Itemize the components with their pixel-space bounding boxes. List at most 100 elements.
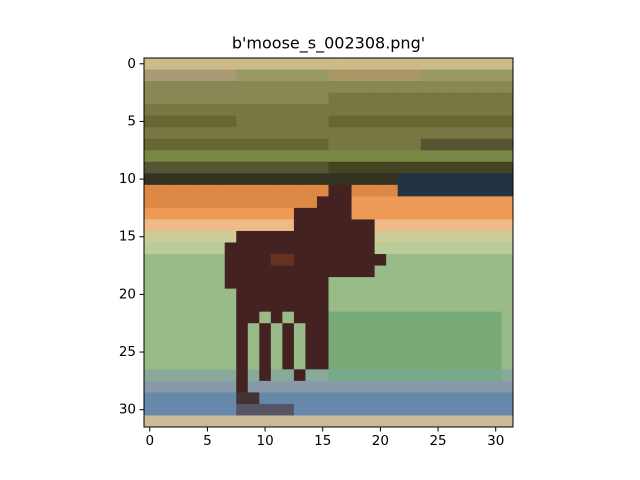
pixel <box>270 334 283 347</box>
pixel <box>305 265 318 278</box>
pixel <box>190 173 203 186</box>
pixel <box>328 242 341 255</box>
pixel <box>432 242 445 255</box>
pixel <box>328 92 341 105</box>
pixel <box>167 346 179 359</box>
pixel <box>432 311 445 324</box>
pixel <box>270 369 283 382</box>
pixel <box>224 323 237 336</box>
pixel <box>501 277 514 290</box>
pixel <box>293 173 306 186</box>
pixel <box>420 58 433 70</box>
pixel <box>167 311 179 324</box>
pixel <box>190 334 203 347</box>
pixel <box>432 69 445 82</box>
pixel <box>409 184 422 197</box>
y-tick-label: 5 <box>127 113 136 129</box>
pixel <box>363 207 376 220</box>
pixel <box>293 127 306 140</box>
pixel <box>443 392 456 405</box>
pixel <box>247 369 260 382</box>
pixel <box>270 184 283 197</box>
pixel <box>420 392 433 405</box>
pixel <box>316 173 329 186</box>
pixel <box>144 104 156 117</box>
pixel <box>247 127 260 140</box>
pixel <box>155 369 168 382</box>
pixel <box>167 161 179 174</box>
pixel <box>478 323 491 336</box>
pixel <box>409 277 422 290</box>
pixel <box>201 380 214 393</box>
pixel <box>247 288 260 301</box>
pixel <box>363 161 376 174</box>
pixel <box>328 230 341 243</box>
pixel <box>167 300 179 313</box>
pixel <box>397 138 410 151</box>
pixel <box>201 230 214 243</box>
pixel <box>420 265 433 278</box>
pixel <box>293 115 306 128</box>
pixel <box>190 69 203 82</box>
pixel <box>501 346 514 359</box>
pixel <box>236 254 249 266</box>
pixel <box>432 161 445 174</box>
pixel <box>167 357 179 370</box>
pixel <box>466 115 479 128</box>
pixel <box>432 92 445 105</box>
pixel <box>178 346 191 359</box>
pixel <box>224 104 237 117</box>
pixel <box>178 58 191 70</box>
pixel <box>213 288 226 301</box>
pixel <box>374 150 387 163</box>
pixel <box>351 300 364 313</box>
pixel <box>190 403 203 416</box>
pixel <box>328 288 341 301</box>
pixel <box>455 288 468 301</box>
pixel <box>293 265 306 278</box>
pixel <box>455 254 468 266</box>
pixel <box>293 277 306 290</box>
pixel <box>466 415 479 428</box>
pixel <box>316 81 329 93</box>
pixel <box>259 415 272 428</box>
pixel <box>224 392 237 405</box>
pixel <box>351 173 364 186</box>
pixel <box>224 254 237 266</box>
pixel <box>224 346 237 359</box>
pixel <box>466 138 479 151</box>
pixel <box>167 138 179 151</box>
pixel <box>363 277 376 290</box>
pixel <box>501 288 514 301</box>
pixel <box>213 242 226 255</box>
pixel <box>455 207 468 220</box>
pixel <box>247 196 260 209</box>
pixel <box>270 92 283 105</box>
pixel <box>167 380 179 393</box>
pixel <box>351 288 364 301</box>
pixel <box>328 207 341 220</box>
pixel <box>363 346 376 359</box>
pixel <box>293 254 306 266</box>
pixel <box>305 323 318 336</box>
pixel <box>293 161 306 174</box>
pixel <box>466 150 479 163</box>
pixel <box>386 196 399 209</box>
pixel <box>455 184 468 197</box>
pixel <box>201 300 214 313</box>
pixel <box>236 127 249 140</box>
pixel <box>316 346 329 359</box>
pixel <box>432 392 445 405</box>
pixel <box>397 311 410 324</box>
pixel <box>259 115 272 128</box>
x-tick-label: 15 <box>314 433 331 449</box>
pixel <box>282 334 295 347</box>
pixel <box>501 138 514 151</box>
pixel <box>466 196 479 209</box>
pixel <box>478 92 491 105</box>
pixel <box>478 81 491 93</box>
pixel <box>478 184 491 197</box>
pixel <box>443 334 456 347</box>
pixel <box>270 242 283 255</box>
pixel <box>144 81 156 93</box>
